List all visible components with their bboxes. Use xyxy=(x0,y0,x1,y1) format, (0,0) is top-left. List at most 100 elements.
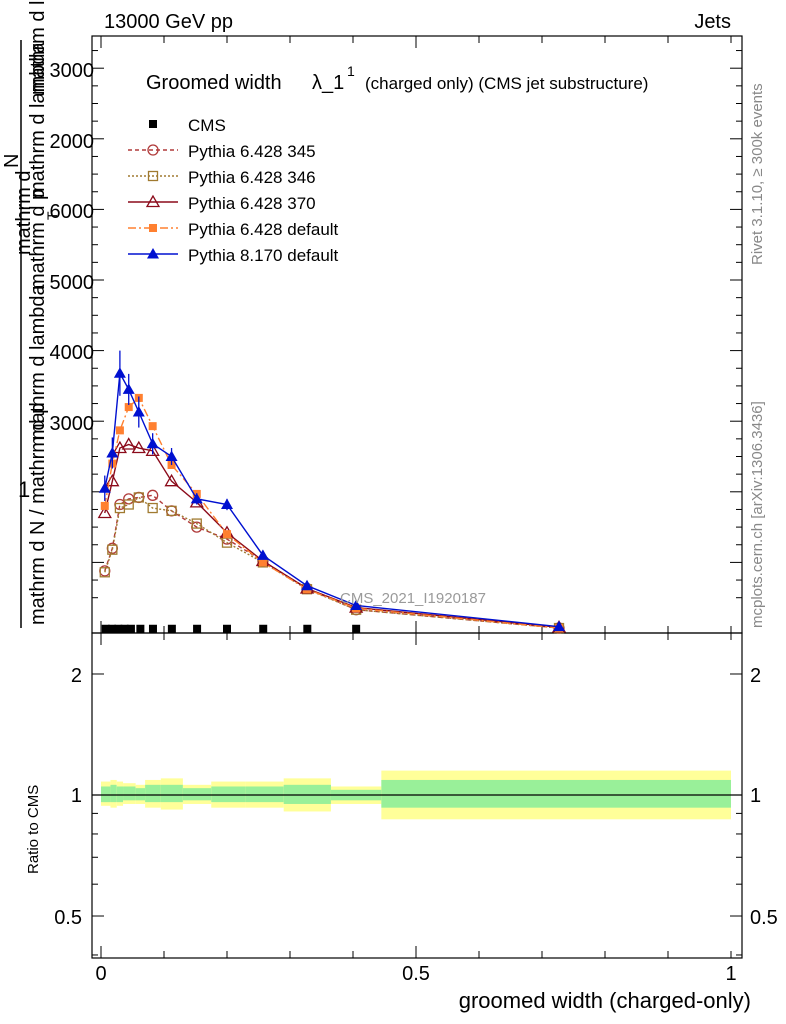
legend-label: CMS xyxy=(188,116,226,135)
data-point xyxy=(124,403,133,412)
data-point xyxy=(112,440,128,454)
data-point xyxy=(147,489,159,501)
data-point xyxy=(97,505,112,519)
stat-uncertainty-band xyxy=(245,786,284,803)
data-point xyxy=(352,624,361,633)
data-point xyxy=(256,549,269,560)
data-point xyxy=(101,624,110,633)
data-point xyxy=(108,624,117,633)
title-sup: 1 xyxy=(347,63,355,79)
data-point xyxy=(99,567,110,578)
ratio-y-axis-label: Ratio to CMS xyxy=(25,785,42,874)
data-point xyxy=(136,624,145,633)
data-point xyxy=(126,624,135,633)
data-point xyxy=(121,437,136,450)
data-point xyxy=(258,558,267,567)
stat-uncertainty-band xyxy=(211,786,246,803)
series-pythia-6-428-345 xyxy=(99,489,565,634)
ylabel-denominator-tail: mathrm d lambda xyxy=(27,284,49,440)
ylabel-pt: mathrm d p xyxy=(27,189,49,290)
analysis-watermark: CMS_2021_I1920187 xyxy=(340,590,486,607)
stat-uncertainty-band xyxy=(283,784,331,804)
data-point xyxy=(105,473,120,487)
ratio-axis-ticks xyxy=(92,673,742,956)
ratio-y-tick-label-left: 1 xyxy=(71,785,82,807)
ratio-y-tick-label-left: 0.5 xyxy=(54,907,82,929)
legend-marker xyxy=(147,170,159,182)
data-point xyxy=(132,406,145,417)
data-point xyxy=(190,492,203,504)
data-point xyxy=(113,367,126,378)
data-point xyxy=(148,624,157,633)
stat-uncertainty-band xyxy=(101,786,111,803)
data-point xyxy=(98,482,111,493)
ratio-y-tick-labels: 0.5 1 2 0.5 1 2 xyxy=(54,665,778,929)
data-point xyxy=(107,544,118,555)
main-y-tick-label: 5000 xyxy=(50,272,95,294)
ratio-y-tick-label-right: 0.5 xyxy=(750,907,778,929)
main-y-tick-label: 2000 xyxy=(50,131,95,153)
data-point xyxy=(114,624,123,633)
data-point xyxy=(165,450,178,461)
data-point xyxy=(193,624,202,633)
ylabel-lambda: mathrm d lambda xyxy=(27,42,49,198)
legend: CMS Pythia 6.428 345 Pythia 6.428 346 Pythi… xyxy=(128,116,339,265)
data-point xyxy=(164,473,179,487)
rivet-label: Rivet 3.1.10, ≥ 300k events xyxy=(749,83,766,265)
series-layer xyxy=(97,350,567,634)
data-point xyxy=(122,383,135,394)
data-point xyxy=(145,443,160,457)
ylabel-t-sub: T xyxy=(44,211,60,220)
legend-label: Pythia 6.428 346 xyxy=(188,168,316,187)
title-lambda: λ_1 xyxy=(312,72,344,94)
data-point xyxy=(133,492,144,503)
data-point xyxy=(553,620,566,632)
header-right: Jets xyxy=(694,11,731,33)
data-point xyxy=(106,446,119,458)
data-point xyxy=(167,624,176,633)
ylabel-lambda-top: mathrm d lambda xyxy=(27,0,49,95)
series-line xyxy=(104,496,560,629)
header-left: 13000 GeV pp xyxy=(104,11,233,33)
ylabel-numerator: mathrm d xyxy=(13,171,35,255)
chart-title: Groomed width λ_1 1 (charged only) (CMS … xyxy=(146,63,648,94)
data-point xyxy=(146,437,159,449)
main-y-tick-label: 4000 xyxy=(50,342,95,364)
legend-item: CMS xyxy=(149,116,226,135)
legend-marker xyxy=(149,120,157,128)
x-tick-label: 0.5 xyxy=(402,963,430,985)
data-point xyxy=(223,624,231,633)
mcplots-label: mcplots.cern.ch [arXiv:1306.3436] xyxy=(749,401,766,628)
data-point xyxy=(301,579,314,591)
legend-item: Pythia 8.170 default xyxy=(128,246,339,265)
data-point xyxy=(131,440,146,454)
series-line xyxy=(104,396,560,629)
data-point xyxy=(120,624,129,633)
stat-uncertainty-band xyxy=(110,784,117,803)
series-pythia-8-170-default xyxy=(98,350,566,632)
main-y-tick-labels: 3000 2000 6000 5000 4000 3000 xyxy=(50,60,95,435)
stat-uncertainty-band xyxy=(381,779,731,808)
x-axis-label: groomed width (charged-only) xyxy=(459,988,751,1013)
x-tick-label: 0 xyxy=(95,963,106,985)
ylabel-numerator-tail: N xyxy=(1,154,23,168)
ratio-y-tick-label-right: 1 xyxy=(750,785,761,807)
legend-item: Pythia 6.428 346 xyxy=(128,168,316,187)
ratio-y-tick-label-left: 2 xyxy=(71,665,82,687)
data-point xyxy=(303,624,312,633)
ylabel-denominator: mathrm d N / mathrm d p xyxy=(27,403,49,625)
stat-uncertainty-band xyxy=(135,788,146,801)
main-y-tick-label: 3000 xyxy=(50,60,95,82)
data-point xyxy=(166,505,177,517)
main-axis-ticks xyxy=(92,36,742,958)
legend-marker xyxy=(145,194,161,208)
title-rest: (charged only) (CMS jet substructure) xyxy=(365,74,648,93)
series-pythia-6-428-346 xyxy=(99,492,565,634)
legend-item: Pythia 6.428 370 xyxy=(128,194,316,213)
x-tick-label: 1 xyxy=(725,963,736,985)
legend-marker xyxy=(149,224,157,232)
stat-uncertainty-band xyxy=(145,784,161,803)
legend-label: Pythia 6.428 345 xyxy=(188,142,316,161)
legend-marker xyxy=(147,144,159,156)
main-y-tick-label: 6000 xyxy=(50,201,95,223)
